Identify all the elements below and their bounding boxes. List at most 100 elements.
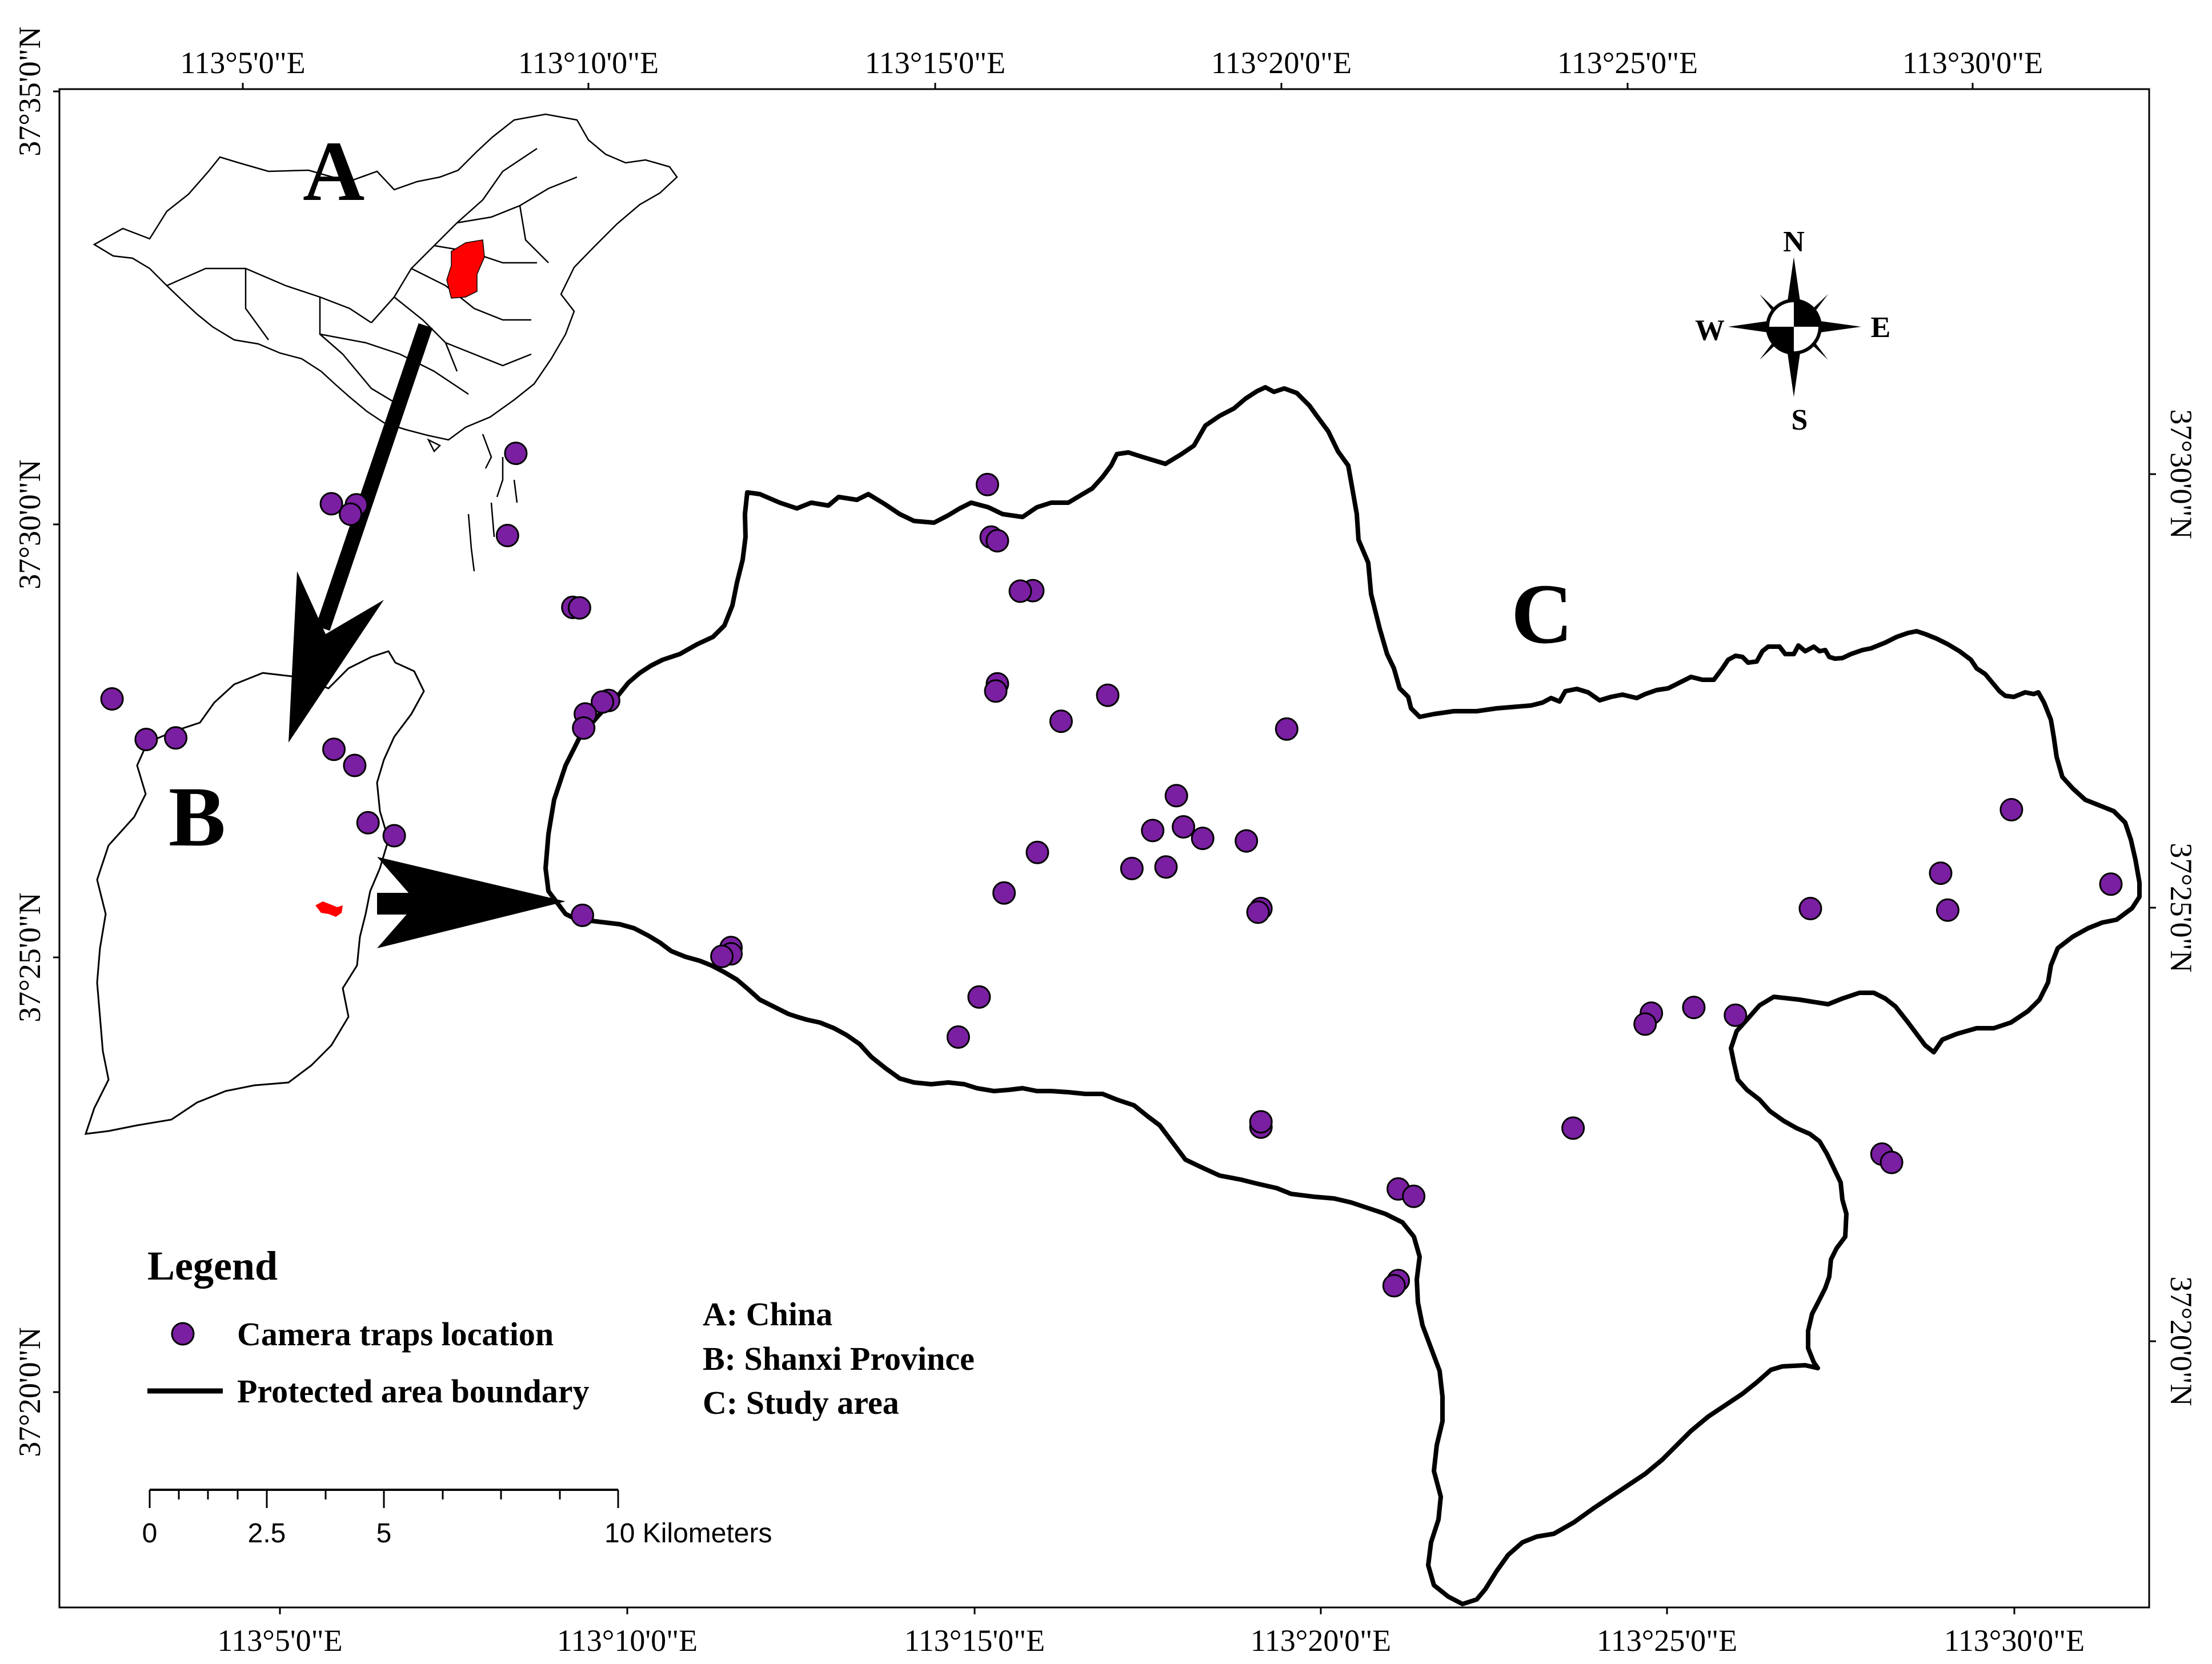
shanxi-highlight-china — [446, 239, 485, 299]
camera-trap-point — [1382, 1274, 1406, 1298]
label-b: B — [169, 769, 226, 864]
camera-trap-point — [1935, 898, 1959, 922]
bottom-lon-label-5: 113°25'0"E — [1597, 1623, 1737, 1658]
left-lat-label-2: 37°30'0"N — [13, 459, 47, 589]
label-c: C — [1511, 567, 1573, 661]
camera-trap-point — [1682, 996, 1706, 1020]
camera-trap-point — [967, 985, 991, 1009]
camera-trap-point — [164, 726, 188, 750]
scale-label-10-km: 10 Kilometers — [604, 1518, 772, 1549]
top-lon-label-3: 113°15'0"E — [865, 46, 1005, 80]
bottom-lon-label-4: 113°20'0"E — [1251, 1623, 1391, 1658]
camera-trap-point — [984, 679, 1008, 703]
shanxi-inset — [84, 650, 425, 1135]
north-arrow: N S E W — [1695, 226, 1890, 436]
camera-trap-point — [2099, 872, 2123, 896]
camera-trap-point — [1880, 1150, 1904, 1174]
camera-trap-point — [985, 529, 1009, 553]
top-lon-label-1: 113°5'0"E — [180, 46, 305, 80]
compass-e: E — [1871, 311, 1891, 344]
camera-trap-point — [1008, 579, 1032, 603]
bottom-lon-label-3: 113°15'0"E — [904, 1623, 1045, 1658]
legend-title: Legend — [147, 1243, 278, 1289]
camera-trap-point — [356, 811, 380, 835]
bottom-lon-label-2: 113°10'0"E — [557, 1623, 698, 1658]
camera-trap-points — [100, 442, 2123, 1298]
china-province-lines — [166, 147, 578, 407]
protected-area-boundary — [543, 385, 2142, 1606]
camera-trap-point — [571, 903, 594, 927]
right-lat-label-1: 37°30'0"N — [2164, 409, 2198, 539]
left-lat-label-3: 37°25'0"N — [13, 892, 47, 1022]
camera-trap-point — [339, 502, 363, 526]
camera-trap-point — [710, 944, 734, 968]
key-a: A: China — [703, 1296, 832, 1333]
legend: Legend Camera traps location Protected a… — [147, 1243, 589, 1410]
legend-camera-label: Camera traps location — [237, 1316, 554, 1353]
right-lat-label-3: 37°20'0"N — [2164, 1276, 2198, 1406]
camera-trap-point — [1929, 861, 1953, 885]
camera-trap-point — [1096, 683, 1120, 707]
camera-trap-point — [343, 753, 367, 777]
scale-bar: 0 2.5 5 10 Kilometers — [142, 1489, 772, 1549]
camera-trap-point — [504, 442, 528, 466]
camera-trap-point — [495, 524, 519, 547]
compass-s: S — [1792, 404, 1808, 436]
left-lat-label-4: 37°20'0"N — [13, 1327, 47, 1457]
key-c: C: Study area — [703, 1384, 899, 1421]
camera-trap-point — [1154, 855, 1178, 879]
left-lat-label-1: 37°35'0"N — [13, 26, 47, 156]
bottom-ticks — [279, 1607, 2015, 1614]
bottom-lon-label-6: 113°30'0"E — [1944, 1623, 2085, 1658]
scale-label-2-5: 2.5 — [248, 1518, 286, 1549]
label-a: A — [303, 124, 364, 219]
camera-trap-point — [1633, 1012, 1657, 1036]
camera-trap-point — [1172, 815, 1196, 839]
camera-trap-point — [319, 492, 343, 516]
camera-trap-point — [1798, 897, 1822, 920]
top-lon-label-2: 113°10'0"E — [518, 46, 659, 80]
camera-trap-point — [1402, 1184, 1426, 1208]
right-lat-label-2: 37°25'0"N — [2164, 843, 2198, 972]
top-lon-label-6: 113°30'0"E — [1902, 46, 2043, 80]
compass-n: N — [1783, 226, 1805, 258]
camera-trap-point — [322, 737, 346, 761]
top-lon-label-4: 113°20'0"E — [1211, 46, 1352, 80]
camera-trap-point — [1235, 829, 1259, 853]
arrow-b-to-c — [377, 857, 566, 948]
camera-trap-point — [1275, 717, 1299, 741]
right-ticks — [2149, 473, 2156, 1342]
camera-trap-point — [1141, 819, 1165, 843]
top-lon-label-5: 113°25'0"E — [1557, 46, 1698, 80]
legend-camera-symbol — [171, 1322, 195, 1346]
study-area-highlight-shanxi — [315, 901, 343, 917]
camera-trap-point — [992, 881, 1016, 905]
scale-label-5: 5 — [376, 1518, 392, 1549]
camera-trap-point — [382, 824, 406, 848]
bottom-lon-label-1: 113°5'0"E — [217, 1623, 342, 1658]
legend-boundary-label: Protected area boundary — [237, 1373, 589, 1410]
camera-trap-point — [975, 472, 999, 496]
camera-trap-point — [1191, 827, 1215, 851]
arrow-a-to-b — [288, 323, 433, 743]
key-b: B: Shanxi Province — [703, 1340, 975, 1377]
compass-w: W — [1695, 314, 1725, 347]
inset-key: A: China B: Shanxi Province C: Study are… — [703, 1296, 975, 1421]
camera-trap-point — [1049, 709, 1073, 733]
china-outline — [93, 113, 678, 441]
camera-trap-point — [1999, 798, 2023, 821]
scale-label-0: 0 — [142, 1518, 158, 1549]
camera-trap-point — [134, 728, 158, 751]
camera-trap-point — [572, 716, 596, 740]
camera-trap-point — [1120, 856, 1144, 880]
camera-trap-point — [1025, 840, 1049, 864]
top-ticks — [242, 83, 1974, 89]
camera-trap-point — [100, 687, 124, 711]
china-islands — [427, 434, 518, 572]
china-inset — [93, 113, 678, 572]
camera-trap-point — [1249, 1110, 1273, 1134]
camera-trap-point — [567, 596, 591, 620]
shanxi-outline — [84, 650, 425, 1135]
camera-trap-point — [1164, 784, 1188, 808]
camera-trap-point — [1246, 900, 1270, 924]
